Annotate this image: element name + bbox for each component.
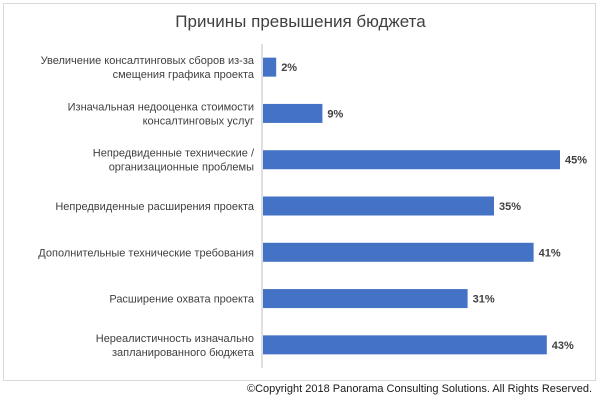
category-label-3: Непредвиденные технические / организацион… (93, 148, 255, 174)
bar-5 (263, 242, 534, 262)
bar-1 (263, 57, 277, 77)
category-label-1: Увеличение консалтинговых сборов из-за см… (41, 55, 255, 81)
category-label-4: Непредвиденные расширения проекта (55, 201, 255, 213)
bar-6 (263, 289, 468, 309)
bar-3 (263, 150, 560, 170)
bar-chart-plot: 2% Увеличение консалтинговых сборов из-за… (38, 44, 587, 368)
bar-2 (263, 103, 323, 123)
bar-7 (263, 335, 547, 355)
data-label-4: 35% (499, 201, 521, 213)
category-label-6: Расширение охвата проекта (109, 294, 255, 306)
chart-title: Причины превышения бюджета (175, 12, 426, 31)
data-label-7: 43% (552, 340, 574, 352)
data-label-5: 41% (539, 247, 561, 259)
data-label-6: 31% (473, 294, 495, 306)
category-label-5: Дополнительные технические требования (38, 247, 254, 259)
category-label-7: Нереалистичность изначально запланированн… (96, 333, 255, 359)
data-label-2: 9% (327, 108, 343, 120)
chart-frame: Причины превышения бюджета 2% Увеличение … (3, 3, 596, 381)
category-label-2: Изначальная недооценка стоимости консалти… (68, 101, 254, 127)
copyright-notice: ©Copyright 2018 Panorama Consulting Solu… (246, 383, 592, 395)
data-label-1: 2% (281, 62, 297, 74)
bar-4 (263, 196, 494, 216)
data-label-3: 45% (565, 155, 587, 167)
